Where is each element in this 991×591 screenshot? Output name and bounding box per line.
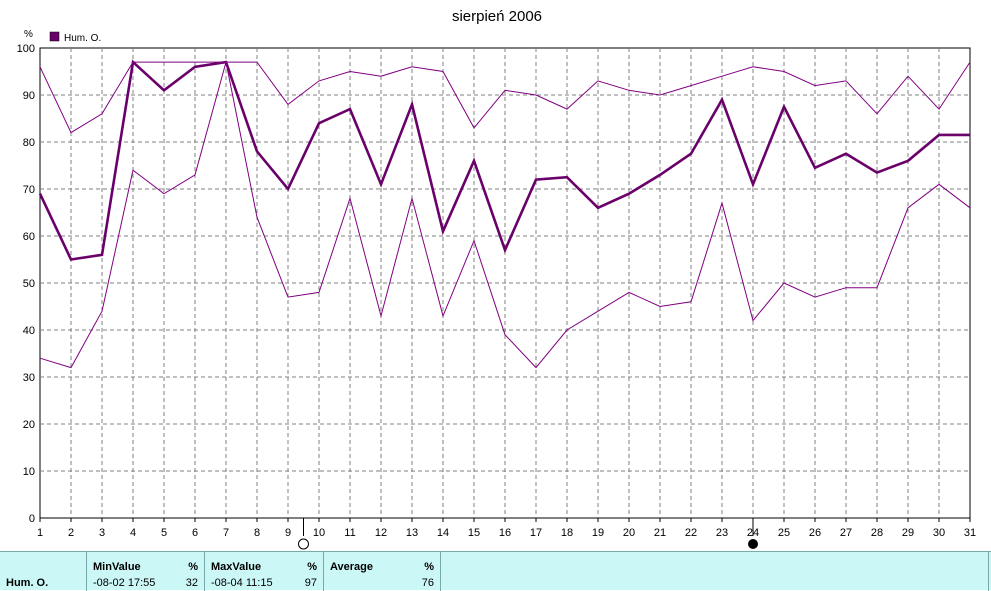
series-line-min [39,61,971,369]
average-value: 76 [421,577,434,589]
max-value-header: MaxValue [211,561,262,573]
x-tick-label: 9 [285,527,291,539]
x-tick-label: 21 [654,527,666,539]
y-tick-label: 10 [23,466,35,478]
x-tick-label: 3 [99,527,105,539]
y-tick-label: 70 [23,184,35,196]
x-tick-label: 7 [223,527,229,539]
x-tick-label: 25 [778,527,790,539]
stats-empty-cell [441,552,989,591]
x-tick-label: 5 [161,527,167,539]
new-moon-icon [748,539,758,549]
min-value-header: MinValue [93,561,141,573]
x-tick-label: 6 [192,527,198,539]
x-tick-label: 1 [37,527,43,539]
stats-average-cell: Average % 76 [324,552,441,591]
x-tick-label: 29 [902,527,914,539]
x-tick-label: 20 [623,527,635,539]
max-value: 97 [304,577,317,589]
x-tick-label: 12 [375,527,387,539]
y-tick-label: 30 [23,372,35,384]
x-tick-label: 8 [254,527,260,539]
legend-label: Hum. O. [64,33,101,44]
min-value-unit: % [188,561,198,573]
y-tick-label: 90 [23,90,35,102]
x-tick-label: 17 [530,527,542,539]
series-line-average [38,59,970,261]
x-tick-label: 16 [499,527,511,539]
min-value-time: -08-02 17:55 [93,577,156,589]
y-tick-label: 50 [23,278,35,290]
y-tick-label: 0 [29,513,35,525]
stats-min-cell: MinValue % -08-02 17:55 32 [87,552,205,591]
y-tick-label: 80 [23,137,35,149]
y-axis-unit: % [24,29,33,40]
x-tick-label: 19 [592,527,604,539]
series-line-max [39,61,971,134]
x-tick-label: 18 [561,527,573,539]
y-tick-label: 40 [23,325,35,337]
x-tick-label: 28 [871,527,883,539]
x-tick-label: 23 [716,527,728,539]
x-tick-label: 10 [313,527,325,539]
x-tick-label: 22 [685,527,697,539]
x-tick-label: 11 [344,527,355,539]
min-value: 32 [185,577,198,589]
average-header: Average [330,561,374,573]
stats-series-cell: Hum. O. [0,552,87,591]
stats-series-label: Hum. O. [6,577,49,589]
y-tick-label: 20 [23,419,35,431]
statistics-panel: Hum. O. MinValue % -08-02 17:55 32 MaxVa… [0,551,991,591]
x-tick-label: 15 [468,527,480,539]
y-tick-label: 60 [23,231,35,243]
average-unit: % [424,561,434,573]
max-value-unit: % [307,561,317,573]
x-tick-label: 13 [406,527,418,539]
full-moon-icon [298,538,309,550]
x-tick-label: 14 [437,527,449,539]
x-tick-label: 27 [840,527,852,539]
legend: Hum. O. [49,31,101,44]
x-tick-label: 30 [933,527,945,539]
humidity-chart: sierpień 2006 % Hum. O. 0 10 20 30 40 50 60 70 8… [17,8,976,550]
max-value-time: -08-04 11:15 [211,577,273,589]
y-tick-label: 100 [17,43,35,55]
x-tick-label: 31 [964,527,976,539]
x-tick-label: 26 [809,527,821,539]
stats-max-cell: MaxValue % -08-04 11:15 97 [205,552,324,591]
legend-swatch [49,31,60,42]
chart-title: sierpień 2006 [452,8,542,25]
x-tick-label: 4 [130,527,136,539]
x-tick-label: 2 [68,527,74,539]
